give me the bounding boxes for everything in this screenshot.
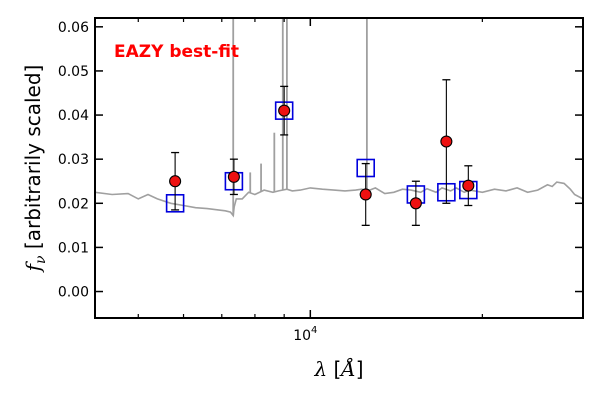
y-tick-label: 0.04 <box>58 108 89 124</box>
observed-point <box>462 179 475 192</box>
y-axis-label: fν [arbitrarily scaled] <box>21 65 49 274</box>
annotation-label: EAZY best-fit <box>114 42 239 62</box>
y-tick-label: 0.02 <box>58 196 89 212</box>
x-tick-label: 104 <box>293 325 317 344</box>
y-axis-symbol-sub: ν <box>33 255 49 264</box>
x-axis-symbol: λ <box>313 357 327 381</box>
axes: 0.00 0.01 0.02 0.03 0.04 0.05 0.06 104 <box>58 18 583 344</box>
plot-area <box>95 18 583 227</box>
y-tick-label: 0.03 <box>58 152 89 168</box>
y-tick-label: 0.00 <box>58 285 89 301</box>
observed-point <box>227 170 240 183</box>
observed-point <box>278 104 291 117</box>
plot-frame <box>94 17 584 319</box>
observed-point <box>440 135 453 148</box>
x-axis-close: ] <box>356 357 364 381</box>
x-axis-unit: Å <box>339 356 355 381</box>
observed-point <box>359 188 372 201</box>
y-tick-label: 0.06 <box>58 20 89 36</box>
x-axis-label: λ [Å] <box>313 356 363 381</box>
observed-point <box>169 175 182 188</box>
y-tick-label: 0.01 <box>58 240 89 256</box>
y-axis-text: [arbitrarily scaled] <box>21 65 45 256</box>
x-axis-open: [ <box>327 357 341 381</box>
y-tick-label: 0.05 <box>58 64 89 80</box>
observed-point <box>409 197 422 210</box>
sed-curve <box>95 181 583 218</box>
